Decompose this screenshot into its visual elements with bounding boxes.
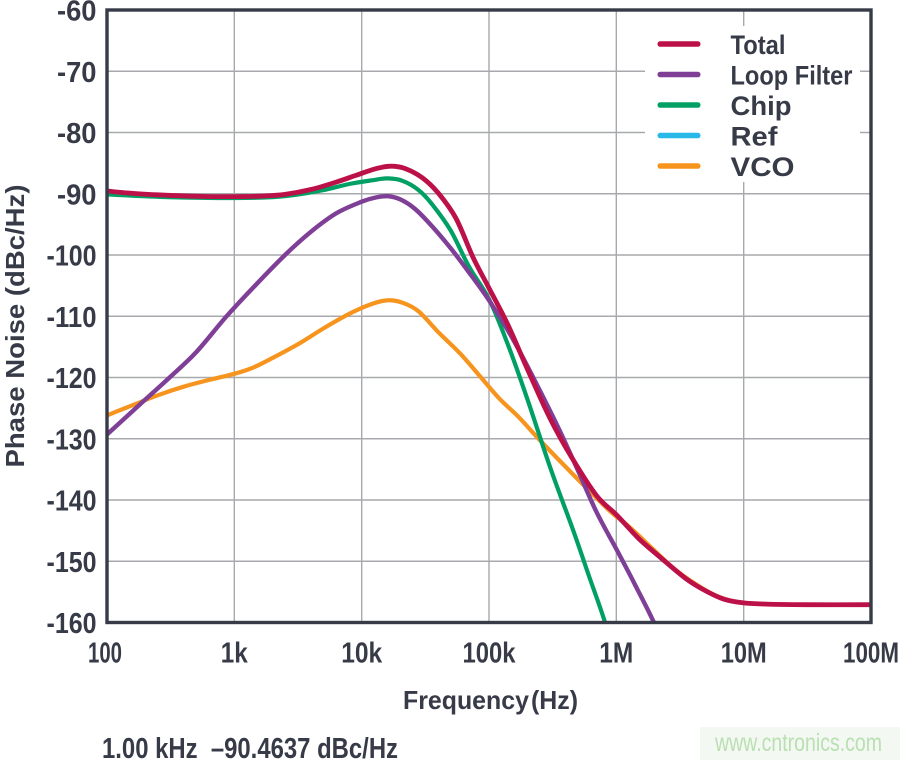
svg-text:www.cntronics.com: www.cntronics.com: [714, 729, 882, 757]
svg-text:-70: -70: [57, 57, 97, 89]
svg-text:1M: 1M: [599, 638, 633, 670]
svg-text:1.00 kHz –90.4637 dBc/Hz: 1.00 kHz –90.4637 dBc/Hz: [102, 733, 398, 760]
svg-text:-140: -140: [47, 486, 97, 518]
svg-text:Frequency (Hz): Frequency (Hz): [403, 685, 578, 715]
svg-text:Loop Filter: Loop Filter: [731, 60, 853, 90]
svg-text:VCO: VCO: [731, 152, 795, 182]
svg-text:Total: Total: [731, 30, 786, 60]
svg-text:Phase Noise (dBc/Hz): Phase Noise (dBc/Hz): [0, 185, 30, 468]
svg-text:Ref: Ref: [731, 121, 779, 151]
svg-text:-80: -80: [57, 118, 97, 150]
svg-text:-110: -110: [47, 302, 97, 334]
svg-text:-100: -100: [47, 241, 97, 273]
svg-text:-160: -160: [47, 608, 97, 640]
svg-text:1k: 1k: [221, 638, 249, 670]
svg-text:-120: -120: [47, 363, 97, 395]
svg-text:-90: -90: [57, 179, 97, 211]
svg-text:100M: 100M: [843, 638, 899, 670]
svg-text:-130: -130: [47, 424, 97, 456]
svg-text:-60: -60: [57, 0, 97, 28]
svg-text:10M: 10M: [721, 638, 767, 670]
svg-text:100: 100: [88, 638, 122, 670]
svg-text:-150: -150: [47, 547, 97, 579]
svg-text:Chip: Chip: [731, 91, 792, 121]
svg-text:10k: 10k: [341, 638, 383, 670]
svg-text:100k: 100k: [463, 638, 517, 670]
